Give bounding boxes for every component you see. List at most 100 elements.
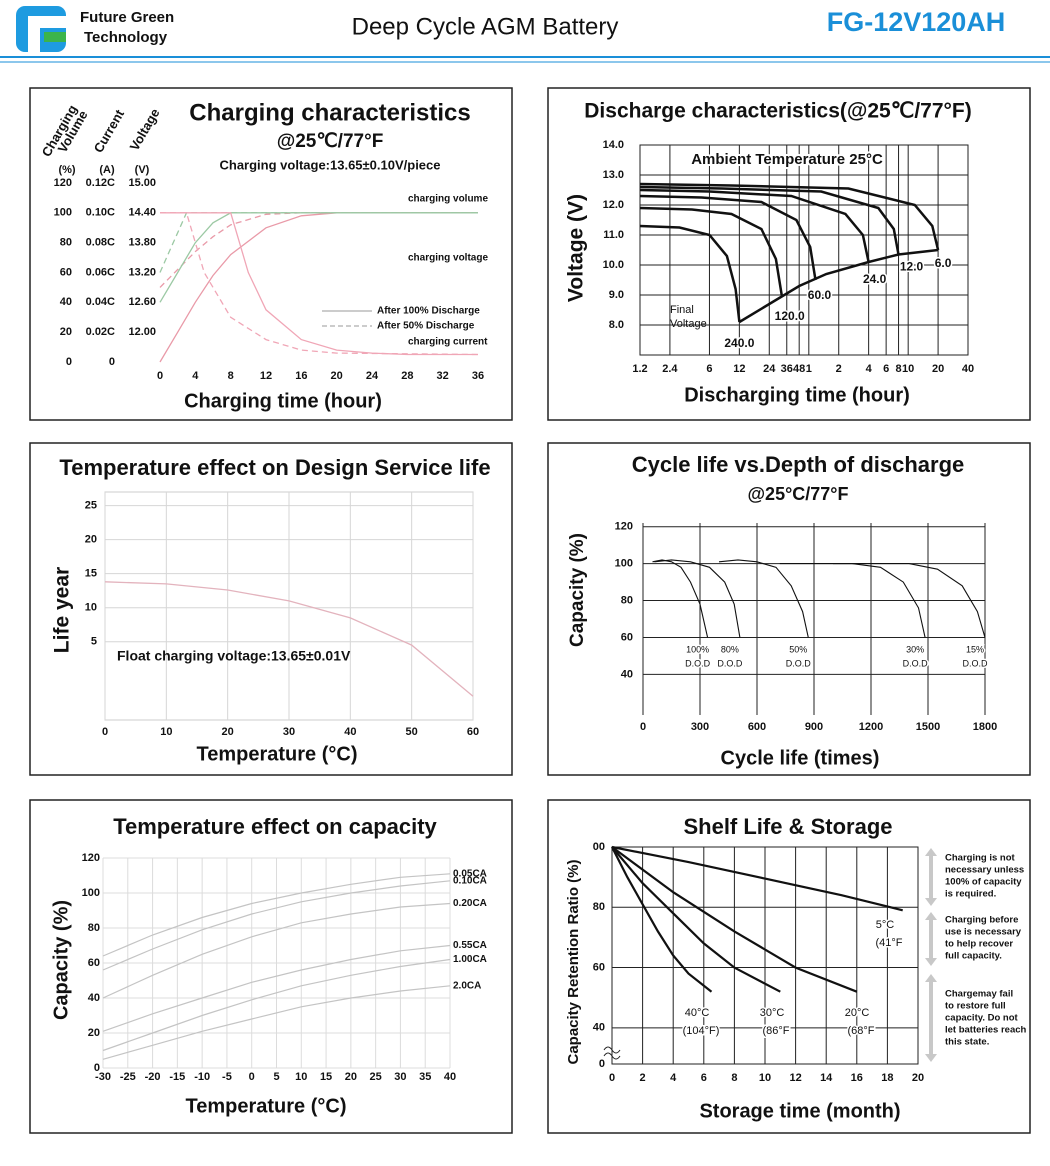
- x-tick-label: 40: [962, 363, 974, 375]
- x-tick-label: 20: [222, 726, 234, 738]
- y-tick-label: 0: [109, 356, 115, 368]
- y-tick-label: 8.0: [609, 319, 624, 331]
- curve: [159, 212, 478, 288]
- y-axis-label: Capacity (%): [567, 533, 588, 647]
- x-tick-label: 8: [895, 363, 901, 375]
- x-tick-label: 35: [419, 1071, 431, 1083]
- y-axis-unit: (%): [58, 164, 75, 176]
- y-tick-label: 13.20: [128, 266, 156, 278]
- x-tick-label: 1200: [859, 721, 883, 733]
- series-label: D.O.D: [685, 658, 711, 668]
- curve: [639, 194, 817, 281]
- chart-subtitle: @25°C/77°F: [748, 484, 849, 504]
- document-title: Deep Cycle AGM Battery: [352, 13, 619, 40]
- series-label: 5°C: [876, 919, 895, 931]
- series-label: D.O.D: [717, 658, 743, 668]
- storage-note: Charging is not: [945, 853, 1016, 864]
- x-tick-label: 6: [883, 363, 889, 375]
- y-tick-label: 11.0: [603, 229, 624, 241]
- model-number: FG-12V120AH: [827, 7, 1006, 37]
- annotation: Voltage: [670, 318, 707, 330]
- annotation: Float charging voltage:13.65±0.01V: [117, 648, 351, 664]
- x-tick-label: 8: [228, 370, 234, 382]
- y-axis-label: Voltage (V): [565, 194, 588, 302]
- y-tick-label: 40: [88, 992, 100, 1004]
- y-tick-label: 100: [82, 887, 100, 899]
- x-tick-label: 600: [748, 721, 766, 733]
- x-tick-label: 40: [444, 1071, 456, 1083]
- y-tick-label: 0.04C: [86, 296, 115, 308]
- storage-note: Charging before: [945, 915, 1018, 926]
- x-tick-label: 0: [102, 726, 108, 738]
- x-tick-label: 900: [805, 721, 823, 733]
- chart-title: Discharge characteristics(@25℃/77°F): [584, 100, 971, 123]
- x-tick-label: 300: [691, 721, 709, 733]
- y-tick-label: 9.0: [609, 289, 624, 301]
- y-axis-label: Voltage: [127, 106, 163, 153]
- series-label: 1.00CA: [453, 954, 487, 965]
- series-label: 12.0: [900, 260, 924, 274]
- series-label: 60.0: [808, 288, 832, 302]
- curve: [102, 873, 451, 957]
- panel: [29, 799, 513, 1134]
- x-tick-label: 1.2: [632, 363, 647, 375]
- panel: [547, 87, 1031, 421]
- x-tick-label: 16: [851, 1072, 863, 1084]
- x-tick-label: 14: [820, 1072, 833, 1084]
- y-tick-label: 0.12C: [86, 177, 115, 189]
- curve: [611, 845, 903, 912]
- y-tick-label: 00: [593, 841, 605, 853]
- series-label: 30°C: [760, 1007, 785, 1019]
- x-tick-label: 12: [260, 370, 272, 382]
- series-label: 0.05CA: [453, 868, 487, 879]
- x-tick-label: 1: [806, 363, 812, 375]
- y-tick-label: 0.02C: [86, 326, 115, 338]
- curve: [159, 212, 478, 273]
- y-tick-label: 40: [593, 1022, 605, 1034]
- x-tick-label: 1800: [973, 721, 997, 733]
- series-note: (68°F: [847, 1025, 874, 1037]
- y-tick-label: 14.40: [128, 207, 156, 219]
- x-tick-label: 24: [366, 370, 379, 382]
- curve: [639, 188, 870, 263]
- chart-title: Temperature effect on Design Service lif…: [59, 455, 490, 480]
- y-tick-label: 120: [615, 521, 633, 533]
- curve: [833, 563, 986, 638]
- storage-note: is required.: [945, 889, 996, 900]
- x-tick-label: 20: [912, 1072, 924, 1084]
- storage-note: to help recover: [945, 939, 1013, 950]
- curve: [102, 880, 451, 971]
- x-tick-label: -5: [222, 1071, 232, 1083]
- x-tick-label: 0: [640, 721, 646, 733]
- y-tick-label: 80: [621, 594, 633, 606]
- x-tick-label: 18: [881, 1072, 893, 1084]
- y-tick-label: 0.10C: [86, 207, 115, 219]
- x-tick-label: 8: [731, 1072, 737, 1084]
- curve: [102, 944, 451, 1032]
- x-tick-label: -15: [169, 1071, 185, 1083]
- panel: [29, 87, 513, 421]
- y-tick-label: 13.80: [128, 237, 156, 249]
- y-tick-label: 20: [60, 326, 72, 338]
- series-label: 120.0: [775, 309, 805, 323]
- y-tick-label: 5: [91, 636, 97, 648]
- series-label: 40°C: [685, 1007, 710, 1019]
- x-tick-label: 15: [320, 1071, 332, 1083]
- y-tick-label: 60: [60, 266, 72, 278]
- panel: [547, 442, 1031, 776]
- x-tick-label: 48: [793, 363, 805, 375]
- x-axis-label: Storage time (month): [699, 1100, 900, 1122]
- series-label: 50%: [789, 644, 807, 654]
- x-axis-label: Temperature (°C): [186, 1095, 347, 1117]
- y-tick-label: 80: [593, 901, 605, 913]
- x-tick-label: -30: [95, 1071, 111, 1083]
- y-tick-label: 60: [621, 631, 633, 643]
- storage-note: to restore full: [945, 1001, 1006, 1012]
- y-tick-label: 80: [88, 922, 100, 934]
- x-axis-label: Discharging time (hour): [684, 384, 910, 406]
- x-tick-label: 20: [331, 370, 343, 382]
- series-label: charging voltage: [408, 253, 488, 264]
- storage-note: use is necessary: [945, 927, 1022, 938]
